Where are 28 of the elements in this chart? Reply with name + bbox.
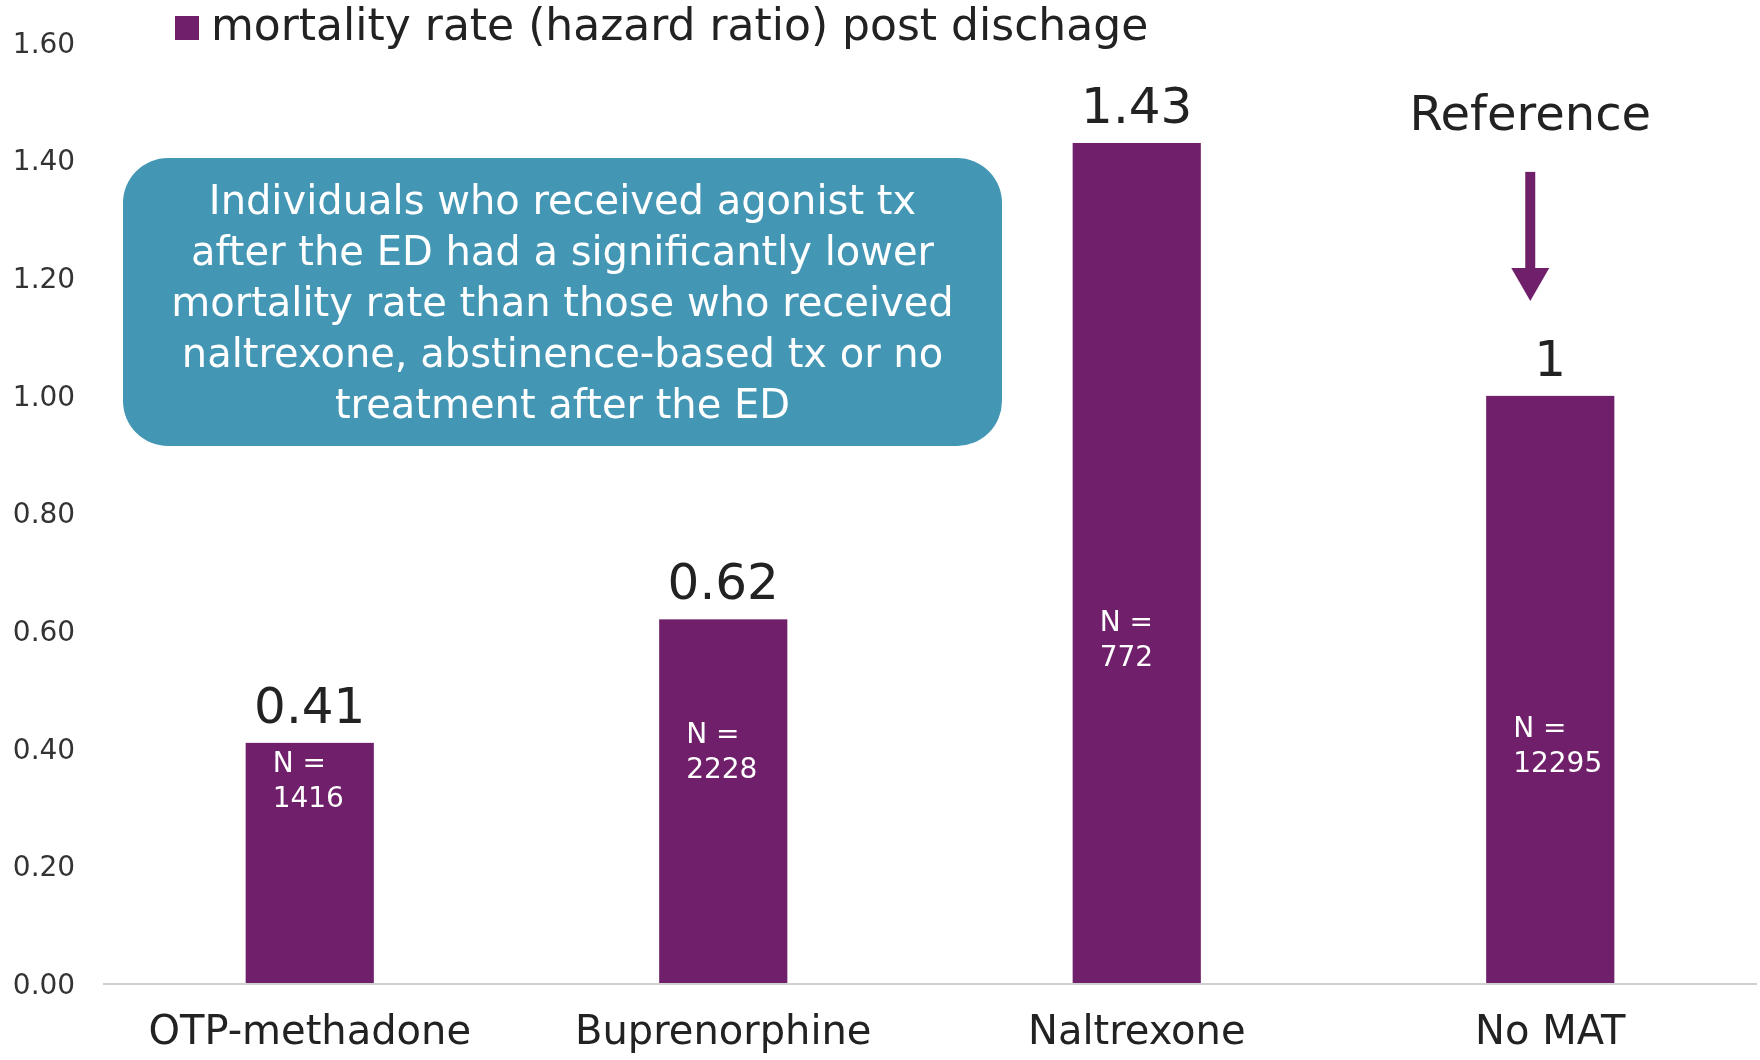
bar	[1486, 395, 1615, 984]
annotation: N = 2228	[686, 716, 758, 785]
data-label: 0.62	[667, 553, 779, 612]
data-label: 0.41	[254, 676, 366, 735]
y-tick-label: 1.20	[12, 262, 76, 296]
annotation: N = 12295	[1513, 710, 1603, 779]
y-tick-label: 0.40	[12, 732, 76, 766]
x-tick-label: Naltrexone	[1027, 1007, 1246, 1053]
annotation: Individuals who received agonist tx after the ED had a significantly lower mortality rate than those who received naltrexone, abstinence-based tx or no treatment after the ED	[171, 177, 954, 427]
y-tick-label: 1.40	[12, 144, 76, 178]
y-tick-label: 0.00	[12, 967, 76, 1001]
y-tick-label: 0.20	[12, 850, 76, 884]
data-label: 1.43	[1081, 76, 1193, 135]
x-tick-label: Buprenorphine	[575, 1007, 872, 1053]
y-tick-label: 1.00	[12, 379, 76, 413]
bar	[245, 742, 374, 984]
legend-label: mortality rate (hazard ratio) post dischage	[211, 0, 1149, 50]
annotation: N = 772	[1099, 604, 1154, 673]
y-tick-label: 0.60	[12, 614, 76, 648]
annotation: Reference	[1409, 84, 1652, 141]
annotation: N = 1416	[272, 746, 344, 815]
y-tick-label: 1.60	[12, 26, 76, 60]
data-label: 1	[1534, 329, 1567, 388]
bar	[659, 619, 788, 984]
bar	[1072, 142, 1201, 984]
x-tick-label: No MAT	[1475, 1007, 1626, 1053]
y-tick-label: 0.80	[12, 497, 76, 531]
x-tick-label: OTP-methadone	[148, 1007, 472, 1053]
